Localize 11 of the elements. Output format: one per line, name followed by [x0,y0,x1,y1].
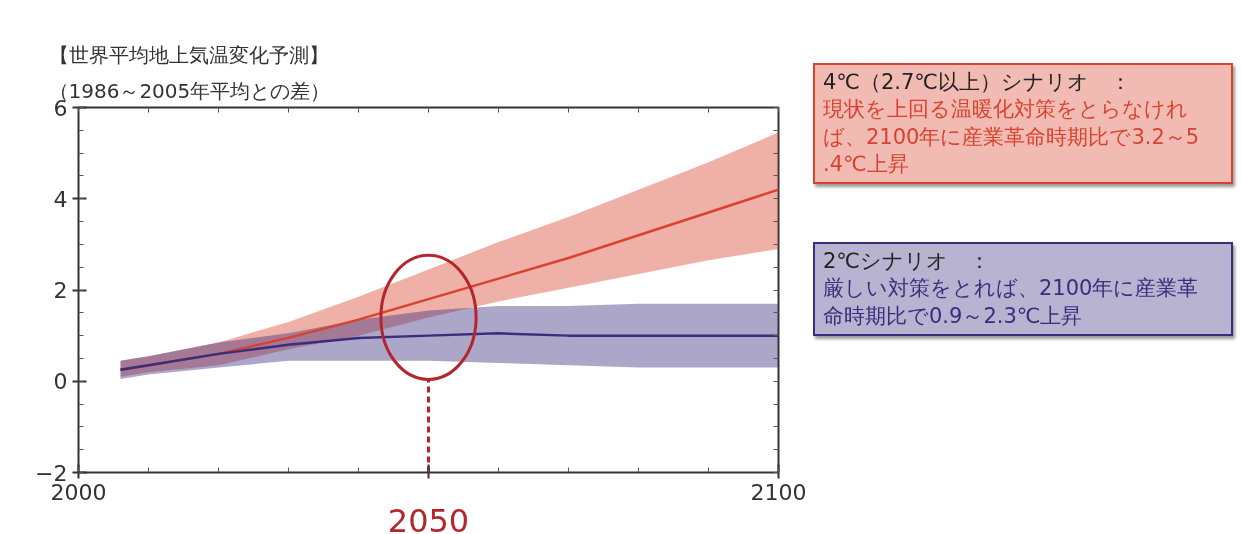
text: 現状を上回る温暖化対策をとらなければ、2100年に産業革命時期比で3.2～5.4℃上昇 [823,96,1201,178]
chart-title: 【世界平均地上気温変化予測】 [48,42,329,67]
ref-line-label: 2050 [387,501,470,534]
text: 2℃シナリオ ： [823,248,991,276]
line-series [119,332,779,372]
x-tick-label: 2100 [750,479,807,505]
text: 厳しい対策をとれば、2100年に産業革命時期比で0.9～2.3℃上昇 [823,275,1200,330]
text: 4℃（2.7℃以上）シナリオ ： [823,69,1132,96]
y-tick-label: 2 [53,278,68,303]
y-tick-label: 0 [53,369,68,395]
y-tick-label: 4 [53,186,68,212]
